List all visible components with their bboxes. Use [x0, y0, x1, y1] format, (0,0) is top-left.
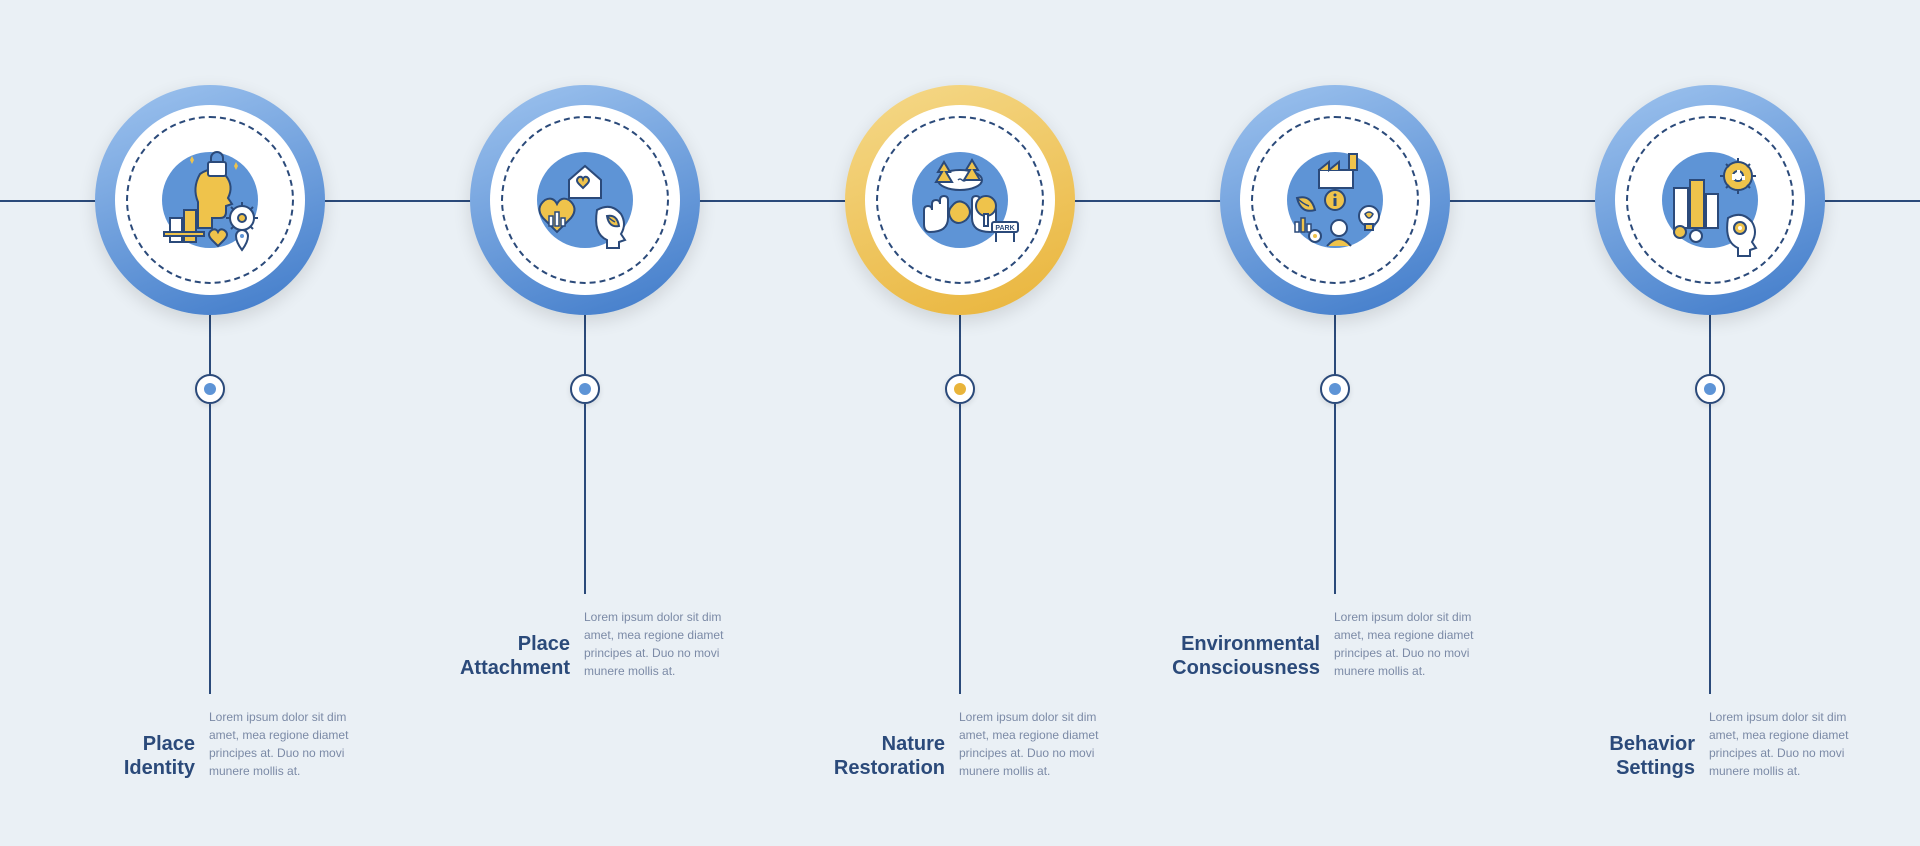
item-text-row: EnvironmentalConsciousness Lorem ipsum do…: [1170, 608, 1500, 680]
connector-node: [570, 374, 600, 404]
infographic-item-behavior-settings: BehaviorSettings Lorem ipsum dolor sit di…: [1545, 85, 1875, 780]
connector-stem: [584, 315, 586, 375]
item-text-row: PlaceIdentity Lorem ipsum dolor sit dim a…: [45, 708, 375, 780]
connector-tail: [584, 404, 586, 594]
item-body: Lorem ipsum dolor sit dim amet, mea regi…: [209, 708, 375, 780]
item-body: Lorem ipsum dolor sit dim amet, mea regi…: [1709, 708, 1875, 780]
circle-badge: [470, 85, 700, 315]
item-body: Lorem ipsum dolor sit dim amet, mea regi…: [584, 608, 750, 680]
item-title: PlaceAttachment: [420, 632, 570, 680]
connector-stem: [209, 315, 211, 375]
items-row: PlaceIdentity Lorem ipsum dolor sit dim a…: [0, 0, 1920, 846]
connector-stem: [1709, 315, 1711, 375]
item-text-row: BehaviorSettings Lorem ipsum dolor sit di…: [1545, 708, 1875, 780]
item-title: NatureRestoration: [795, 732, 945, 780]
connector-stem: [1334, 315, 1336, 375]
connector-tail: [1709, 404, 1711, 694]
item-body: Lorem ipsum dolor sit dim amet, mea regi…: [959, 708, 1125, 780]
item-text-row: NatureRestoration Lorem ipsum dolor sit d…: [795, 708, 1125, 780]
connector-node: [945, 374, 975, 404]
item-title: EnvironmentalConsciousness: [1170, 632, 1320, 680]
circle-badge: [1595, 85, 1825, 315]
infographic-item-place-attachment: PlaceAttachment Lorem ipsum dolor sit dim…: [420, 85, 750, 680]
item-text-row: PlaceAttachment Lorem ipsum dolor sit dim…: [420, 608, 750, 680]
infographic-canvas: PlaceIdentity Lorem ipsum dolor sit dim a…: [0, 0, 1920, 846]
connector-stem: [959, 315, 961, 375]
circle-badge: [845, 85, 1075, 315]
connector-node: [195, 374, 225, 404]
connector-node: [1695, 374, 1725, 404]
item-body: Lorem ipsum dolor sit dim amet, mea regi…: [1334, 608, 1500, 680]
connector-node: [1320, 374, 1350, 404]
connector-tail: [209, 404, 211, 694]
infographic-item-nature-restoration: NatureRestoration Lorem ipsum dolor sit d…: [795, 85, 1125, 780]
connector-tail: [959, 404, 961, 694]
item-title: BehaviorSettings: [1545, 732, 1695, 780]
item-title: PlaceIdentity: [45, 732, 195, 780]
infographic-item-place-identity: PlaceIdentity Lorem ipsum dolor sit dim a…: [45, 85, 375, 780]
infographic-item-environmental-consciousness: EnvironmentalConsciousness Lorem ipsum do…: [1170, 85, 1500, 680]
circle-badge: [95, 85, 325, 315]
connector-tail: [1334, 404, 1336, 594]
circle-badge: [1220, 85, 1450, 315]
